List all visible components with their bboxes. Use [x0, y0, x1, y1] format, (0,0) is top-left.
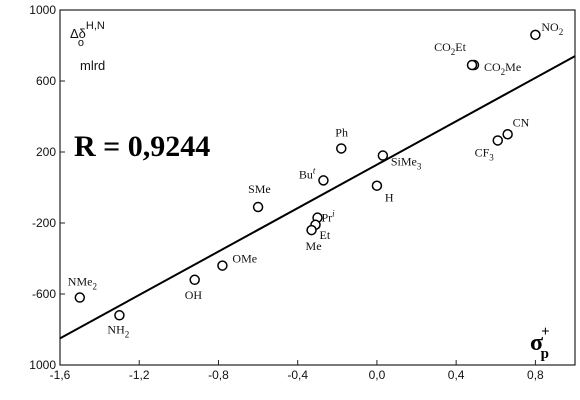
data-point: [306, 224, 317, 236]
correlation-annotation: R = 0,9244: [74, 130, 210, 163]
x-tick-label: -0,4: [287, 368, 308, 382]
y-axis-label: ΔδH,N o: [70, 20, 105, 49]
point-label: SiMe3: [391, 155, 422, 172]
x-tick-label: 0,0: [369, 368, 386, 382]
point-label: OH: [185, 288, 203, 302]
point-label: OMe: [232, 252, 257, 266]
data-point: [74, 292, 86, 303]
point-label: CO2Me: [484, 60, 521, 77]
x-axis-label: σ+ p: [530, 324, 550, 362]
plot-frame: [59, 9, 576, 366]
point-label: Ph: [335, 125, 348, 139]
point-label: NH2: [107, 322, 129, 339]
data-point: [492, 135, 503, 146]
y-tick-label: 200: [36, 145, 56, 159]
x-tick-label: -1,6: [50, 368, 71, 382]
y-tick-label: -600: [32, 287, 56, 301]
point-label: SMe: [248, 182, 271, 196]
x-tick-label: 0,8: [527, 368, 544, 382]
y-tick-label: 1000: [29, 358, 56, 372]
y-axis-unit: mlrd: [80, 58, 105, 73]
data-point: [377, 150, 389, 161]
x-axis-ticks: -1,6 -1,2 -0,8 -0,4 0,0 0,4 0,8: [50, 360, 544, 382]
point-label: CN: [513, 115, 530, 129]
point-label: Pri: [322, 209, 336, 225]
regression-line: [59, 55, 576, 340]
data-point: [252, 201, 264, 213]
point-label: But: [299, 165, 316, 181]
data-point: [530, 29, 541, 41]
y-tick-label: -200: [32, 216, 56, 230]
point-label: H: [385, 191, 394, 205]
data-point: [371, 180, 383, 191]
data-point: [336, 143, 347, 154]
point-label: CF3: [475, 145, 495, 162]
data-point: [318, 175, 329, 186]
data-point: [466, 59, 478, 71]
data-point: [114, 310, 125, 321]
y-tick-label: 600: [36, 74, 56, 88]
point-label: Et: [320, 228, 331, 242]
x-tick-label: -0,8: [208, 368, 229, 382]
point-label: NO2: [541, 20, 563, 37]
x-tick-label: 0,4: [448, 368, 465, 382]
data-points: [74, 29, 541, 321]
data-point: [189, 274, 200, 286]
data-point: [217, 260, 228, 271]
data-point: [502, 129, 513, 140]
y-tick-label: 1000: [29, 3, 56, 17]
point-label: CO2Et: [434, 40, 467, 57]
point-label: NMe2: [68, 275, 97, 292]
y-axis-ticks: 1000 600 200 -200 -600 1000: [29, 3, 65, 372]
x-tick-label: -1,2: [129, 368, 150, 382]
point-label: Me: [306, 239, 322, 253]
